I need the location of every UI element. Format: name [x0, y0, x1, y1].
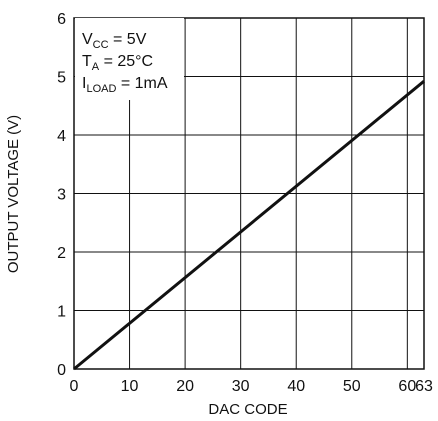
x-tick-label-0: 0 [70, 378, 79, 395]
x-tick-label-60: 60 [398, 378, 416, 395]
annotation-ta: TA = 25°C [82, 53, 153, 73]
x-tick-label-40: 40 [287, 378, 305, 395]
y-tick-label-4: 4 [57, 128, 66, 145]
y-tick-label-1: 1 [57, 304, 66, 321]
annotation-iload: ILOAD = 1mA [82, 75, 168, 95]
series-lines [73, 80, 425, 371]
x-tick-label-30: 30 [232, 378, 250, 395]
x-tick-label-20: 20 [176, 378, 194, 395]
series-line-0 [73, 80, 425, 371]
x-axis-label: DAC CODE [208, 401, 287, 418]
x-tick-label-50: 50 [343, 378, 361, 395]
annotation-vcc: VCC = 5V [82, 31, 147, 51]
y-tick-label-0: 0 [57, 362, 66, 379]
y-tick-label-3: 3 [57, 187, 66, 204]
legend-box [75, 18, 184, 100]
y-tick-label-6: 6 [57, 11, 66, 28]
x-tick-label-63: 63 [415, 378, 433, 395]
y-tick-labels: 0 1 2 3 4 5 6 [57, 11, 66, 379]
y-tick-label-5: 5 [57, 70, 66, 87]
y-axis-label: OUTPUT VOLTAGE (V) [5, 115, 22, 273]
y-tick-label-2: 2 [57, 245, 66, 262]
plot-frame [73, 17, 425, 370]
x-tick-label-10: 10 [121, 378, 139, 395]
